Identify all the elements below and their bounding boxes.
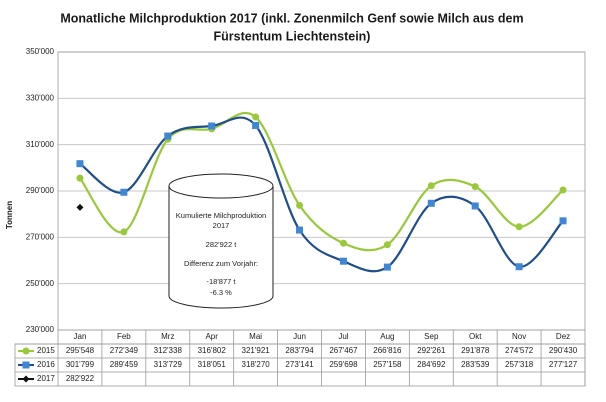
table-value: 295'548: [66, 346, 95, 355]
x-tick-label: Mrz: [161, 332, 174, 341]
table-value: 289'459: [110, 360, 139, 369]
y-tick-label: 350'000: [26, 47, 55, 56]
marker: [22, 347, 30, 355]
marker: [252, 113, 260, 121]
y-tick-label: 250'000: [26, 279, 55, 288]
marker: [76, 174, 84, 182]
table-value: 301'799: [66, 360, 95, 369]
marker: [22, 375, 30, 383]
marker: [120, 228, 128, 236]
table-value: 313'729: [154, 360, 183, 369]
annotation-text: Differenz zum Vorjahr:: [184, 259, 258, 268]
marker: [427, 182, 435, 190]
marker: [76, 203, 84, 211]
table-value: 257'158: [373, 360, 402, 369]
legend-label: 2017: [37, 374, 55, 383]
legend-label: 2015: [37, 346, 55, 355]
y-axis-label: Tonnen: [5, 201, 14, 229]
table-value: 273'141: [285, 360, 314, 369]
table-value: 318'270: [242, 360, 271, 369]
x-tick-label: Aug: [380, 332, 394, 341]
table-value: 257'318: [505, 360, 534, 369]
marker: [471, 183, 479, 191]
table-value: 292'261: [417, 346, 446, 355]
marker: [296, 226, 304, 234]
x-tick-label: Dez: [556, 332, 570, 341]
x-tick-label: Jun: [293, 332, 306, 341]
marker: [252, 122, 260, 130]
table-value: 266'816: [373, 346, 402, 355]
y-tick-label: 290'000: [26, 186, 55, 195]
marker: [164, 132, 172, 140]
x-tick-label: Sep: [424, 332, 439, 341]
table-value: 267'467: [329, 346, 358, 355]
marker: [515, 223, 523, 231]
table-value: 284'692: [417, 360, 446, 369]
series-line: [79, 116, 564, 273]
x-tick-label: Jan: [74, 332, 87, 341]
table-value: 259'698: [329, 360, 358, 369]
annotation-cylinder: [168, 186, 274, 309]
marker: [559, 217, 567, 225]
marker: [339, 257, 347, 265]
table-value: 272'349: [110, 346, 139, 355]
x-tick-label: Apr: [205, 332, 218, 341]
table-value: 283'539: [461, 360, 490, 369]
legend-label: 2016: [37, 360, 55, 369]
y-tick-label: 330'000: [26, 93, 55, 102]
annotation-text: 2017: [213, 221, 230, 230]
table-value: 312'338: [154, 346, 183, 355]
table-value: 277'127: [549, 360, 578, 369]
chart-title: Monatliche Milchproduktion 2017 (inkl. Z…: [60, 11, 523, 25]
chart-title: Fürstentum Liechtenstein): [214, 29, 371, 43]
table-value: 283'794: [285, 346, 314, 355]
marker: [120, 188, 128, 196]
annotation-text: 282'922 t: [206, 240, 238, 249]
table-value: 282'922: [66, 374, 95, 383]
marker: [208, 122, 216, 130]
y-tick-label: 230'000: [26, 325, 55, 334]
table-value: 316'802: [198, 346, 227, 355]
marker: [76, 160, 84, 168]
table-value: 291'878: [461, 346, 490, 355]
table-value: 321'921: [242, 346, 271, 355]
annotation-cylinder-top: [168, 173, 274, 199]
table-value: 274'572: [505, 346, 534, 355]
marker: [383, 241, 391, 249]
marker: [296, 201, 304, 209]
table-value: 318'051: [198, 360, 227, 369]
annotation-text: -6.3 %: [210, 288, 232, 297]
x-tick-label: Nov: [512, 332, 526, 341]
annotation-text: Kumulierte Milchproduktion: [176, 211, 266, 220]
marker: [339, 239, 347, 247]
marker: [559, 186, 567, 194]
y-tick-label: 310'000: [26, 140, 55, 149]
x-tick-label: Okt: [469, 332, 482, 341]
marker: [471, 202, 479, 210]
x-tick-label: Feb: [117, 332, 131, 341]
marker: [427, 199, 435, 207]
table-value: 290'430: [549, 346, 578, 355]
marker: [22, 361, 30, 369]
annotation-text: -18'877 t: [207, 277, 237, 286]
y-tick-label: 270'000: [26, 232, 55, 241]
marker: [515, 263, 523, 271]
series-line: [79, 111, 564, 252]
marker: [383, 263, 391, 271]
x-tick-label: Mai: [249, 332, 262, 341]
x-tick-label: Jul: [338, 332, 348, 341]
